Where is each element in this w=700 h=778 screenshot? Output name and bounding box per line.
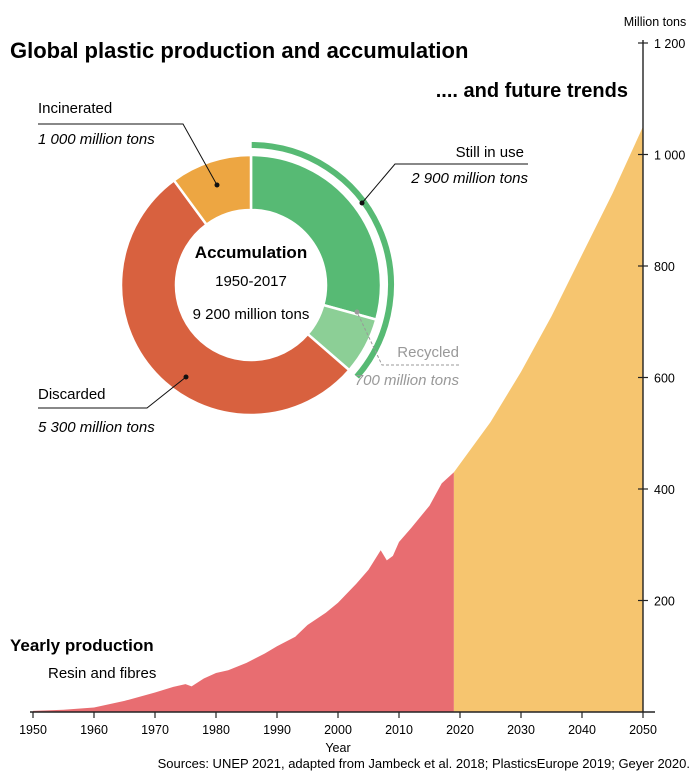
y-tick-label: 600 <box>654 372 675 386</box>
label-recycled: Recycled <box>397 344 459 361</box>
x-tick-label: 1950 <box>19 723 47 737</box>
slice-still-in-use <box>249 153 383 322</box>
x-tick-label: 2030 <box>507 723 535 737</box>
x-axis-title: Year <box>325 741 350 755</box>
slice-incinerated <box>172 153 253 227</box>
dot-discarded <box>183 374 189 380</box>
chart-subtitle: .... and future trends <box>436 80 628 102</box>
leader-discarded <box>38 376 187 409</box>
x-tick-label: 1990 <box>263 723 291 737</box>
donut-center-title: Accumulation <box>195 243 307 262</box>
area-plot <box>33 126 643 713</box>
leader-recycled <box>356 311 459 366</box>
value-discarded: 5 300 million tons <box>38 419 155 436</box>
donut-chart <box>119 153 383 417</box>
slice-discarded <box>119 178 352 417</box>
x-tick-label: 1980 <box>202 723 230 737</box>
source-note: Sources: UNEP 2021, adapted from Jambeck… <box>158 756 690 771</box>
y-tick-label: 1 200 <box>654 37 685 51</box>
y-axis-title: Million tons <box>624 15 687 29</box>
x-tick-label: 2050 <box>629 723 657 737</box>
area-historical <box>33 472 454 712</box>
dot-still-in-use <box>359 200 365 206</box>
value-incinerated: 1 000 million tons <box>38 131 155 148</box>
y-tick-label: 800 <box>654 260 675 274</box>
x-tick-label: 2040 <box>568 723 596 737</box>
value-recycled: 700 million tons <box>355 372 460 389</box>
x-ticks: 1950 1960 1970 1980 1990 2000 2010 2020 2030 2040… <box>19 712 657 737</box>
leader-still-in-use <box>361 163 528 204</box>
section-title: Yearly production <box>10 636 154 655</box>
section-subtitle: Resin and fibres <box>48 665 156 682</box>
x-tick-label: 2020 <box>446 723 474 737</box>
y-tick-label: 1 000 <box>654 149 685 163</box>
x-tick-label: 2000 <box>324 723 352 737</box>
y-ticks: 200 400 600 800 1 000 1 200 <box>638 37 685 609</box>
still-in-use-bracket <box>251 142 394 379</box>
area-projection <box>453 126 643 713</box>
label-incinerated: Incinerated <box>38 100 112 117</box>
y-tick-label: 200 <box>654 595 675 609</box>
x-tick-label: 2010 <box>385 723 413 737</box>
value-still-in-use: 2 900 million tons <box>410 170 528 187</box>
x-tick-label: 1970 <box>141 723 169 737</box>
donut-center-total: 9 200 million tons <box>193 306 310 323</box>
leader-incinerated <box>38 123 218 186</box>
dot-recycled <box>354 309 360 315</box>
x-tick-label: 1960 <box>80 723 108 737</box>
y-tick-label: 400 <box>654 483 675 497</box>
label-discarded: Discarded <box>38 386 106 403</box>
chart-title: Global plastic production and accumulati… <box>10 38 468 63</box>
dot-incinerated <box>214 182 220 188</box>
donut-center-period: 1950-2017 <box>215 273 287 290</box>
label-still-in-use: Still in use <box>456 144 524 161</box>
